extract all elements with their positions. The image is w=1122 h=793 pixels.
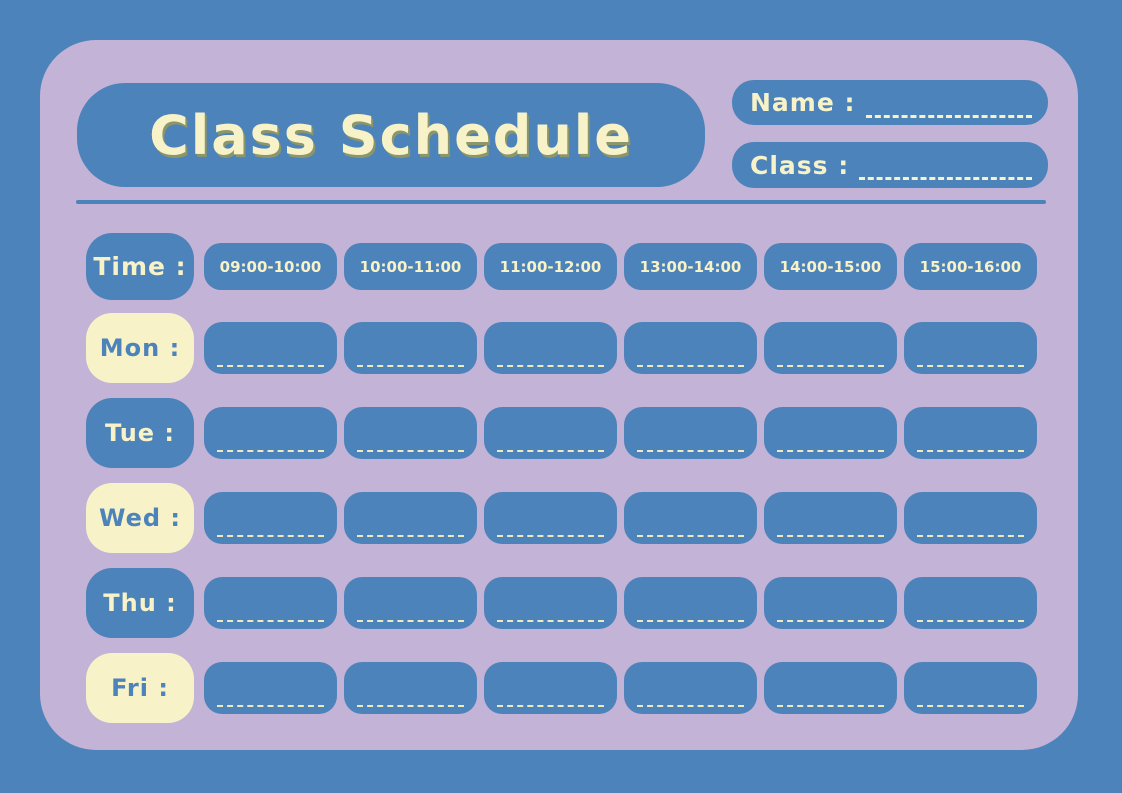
schedule-cell-tue-1[interactable] bbox=[204, 407, 337, 459]
blank-line bbox=[357, 365, 464, 367]
time-row-label: Time : bbox=[86, 233, 194, 300]
name-blank-line[interactable] bbox=[865, 102, 1032, 118]
day-row-wed: Wed : bbox=[40, 483, 1078, 563]
day-row-fri: Fri : bbox=[40, 653, 1078, 733]
blank-line bbox=[777, 705, 884, 707]
schedule-cell-fri-4[interactable] bbox=[624, 662, 757, 714]
blank-line bbox=[497, 620, 604, 622]
schedule-cell-tue-5[interactable] bbox=[764, 407, 897, 459]
day-label-thu: Thu : bbox=[86, 568, 194, 638]
schedule-cell-thu-6[interactable] bbox=[904, 577, 1037, 629]
class-field-label: Class : bbox=[750, 150, 850, 180]
day-row-mon: Mon : bbox=[40, 313, 1078, 393]
blank-line bbox=[357, 620, 464, 622]
schedule-cell-mon-6[interactable] bbox=[904, 322, 1037, 374]
schedule-cell-fri-2[interactable] bbox=[344, 662, 477, 714]
schedule-cell-wed-1[interactable] bbox=[204, 492, 337, 544]
schedule-cell-fri-6[interactable] bbox=[904, 662, 1037, 714]
schedule-cell-mon-2[interactable] bbox=[344, 322, 477, 374]
schedule-cell-tue-6[interactable] bbox=[904, 407, 1037, 459]
title-box: Class Schedule bbox=[77, 83, 705, 187]
blank-line bbox=[777, 535, 884, 537]
time-slot-3: 11:00-12:00 bbox=[484, 243, 617, 290]
schedule-cell-thu-5[interactable] bbox=[764, 577, 897, 629]
blank-line bbox=[777, 620, 884, 622]
blank-line bbox=[497, 535, 604, 537]
blank-line bbox=[637, 535, 744, 537]
day-label-fri: Fri : bbox=[86, 653, 194, 723]
time-slot-2: 10:00-11:00 bbox=[344, 243, 477, 290]
schedule-panel: Class Schedule Name : Class : Time : 09:… bbox=[40, 40, 1078, 750]
schedule-cell-wed-4[interactable] bbox=[624, 492, 757, 544]
blank-line bbox=[217, 620, 324, 622]
schedule-cell-fri-1[interactable] bbox=[204, 662, 337, 714]
schedule-cell-wed-6[interactable] bbox=[904, 492, 1037, 544]
page-title: Class Schedule bbox=[149, 103, 633, 167]
time-slot-5: 14:00-15:00 bbox=[764, 243, 897, 290]
blank-line bbox=[637, 365, 744, 367]
blank-line bbox=[357, 535, 464, 537]
blank-line bbox=[497, 365, 604, 367]
blank-line bbox=[637, 450, 744, 452]
name-field-label: Name : bbox=[750, 88, 856, 117]
schedule-cell-wed-5[interactable] bbox=[764, 492, 897, 544]
schedule-cell-wed-2[interactable] bbox=[344, 492, 477, 544]
schedule-cell-tue-3[interactable] bbox=[484, 407, 617, 459]
name-field[interactable]: Name : bbox=[732, 80, 1048, 125]
blank-line bbox=[917, 535, 1024, 537]
schedule-cell-thu-3[interactable] bbox=[484, 577, 617, 629]
schedule-cell-wed-3[interactable] bbox=[484, 492, 617, 544]
time-slot-4: 13:00-14:00 bbox=[624, 243, 757, 290]
blank-line bbox=[217, 705, 324, 707]
time-slot-1: 09:00-10:00 bbox=[204, 243, 337, 290]
blank-line bbox=[217, 450, 324, 452]
blank-line bbox=[917, 450, 1024, 452]
blank-line bbox=[637, 705, 744, 707]
time-row: Time : 09:00-10:00 10:00-11:00 11:00-12:… bbox=[40, 233, 1078, 313]
blank-line bbox=[357, 450, 464, 452]
time-slot-6: 15:00-16:00 bbox=[904, 243, 1037, 290]
schedule-cell-mon-5[interactable] bbox=[764, 322, 897, 374]
day-label-tue: Tue : bbox=[86, 398, 194, 468]
blank-line bbox=[497, 450, 604, 452]
schedule-cell-thu-2[interactable] bbox=[344, 577, 477, 629]
schedule-cell-thu-1[interactable] bbox=[204, 577, 337, 629]
blank-line bbox=[357, 705, 464, 707]
schedule-cell-mon-4[interactable] bbox=[624, 322, 757, 374]
header-divider bbox=[76, 200, 1046, 204]
schedule-cell-thu-4[interactable] bbox=[624, 577, 757, 629]
day-row-tue: Tue : bbox=[40, 398, 1078, 478]
schedule-cell-tue-4[interactable] bbox=[624, 407, 757, 459]
day-label-mon: Mon : bbox=[86, 313, 194, 383]
blank-line bbox=[217, 365, 324, 367]
schedule-cell-mon-1[interactable] bbox=[204, 322, 337, 374]
blank-line bbox=[777, 365, 884, 367]
day-label-wed: Wed : bbox=[86, 483, 194, 553]
schedule-cell-fri-3[interactable] bbox=[484, 662, 617, 714]
schedule-cell-tue-2[interactable] bbox=[344, 407, 477, 459]
blank-line bbox=[777, 450, 884, 452]
schedule-cell-mon-3[interactable] bbox=[484, 322, 617, 374]
schedule-cell-fri-5[interactable] bbox=[764, 662, 897, 714]
class-field[interactable]: Class : bbox=[732, 142, 1048, 188]
blank-line bbox=[217, 535, 324, 537]
blank-line bbox=[917, 705, 1024, 707]
blank-line bbox=[917, 365, 1024, 367]
class-blank-line[interactable] bbox=[859, 164, 1032, 180]
blank-line bbox=[497, 705, 604, 707]
day-row-thu: Thu : bbox=[40, 568, 1078, 648]
blank-line bbox=[917, 620, 1024, 622]
blank-line bbox=[637, 620, 744, 622]
